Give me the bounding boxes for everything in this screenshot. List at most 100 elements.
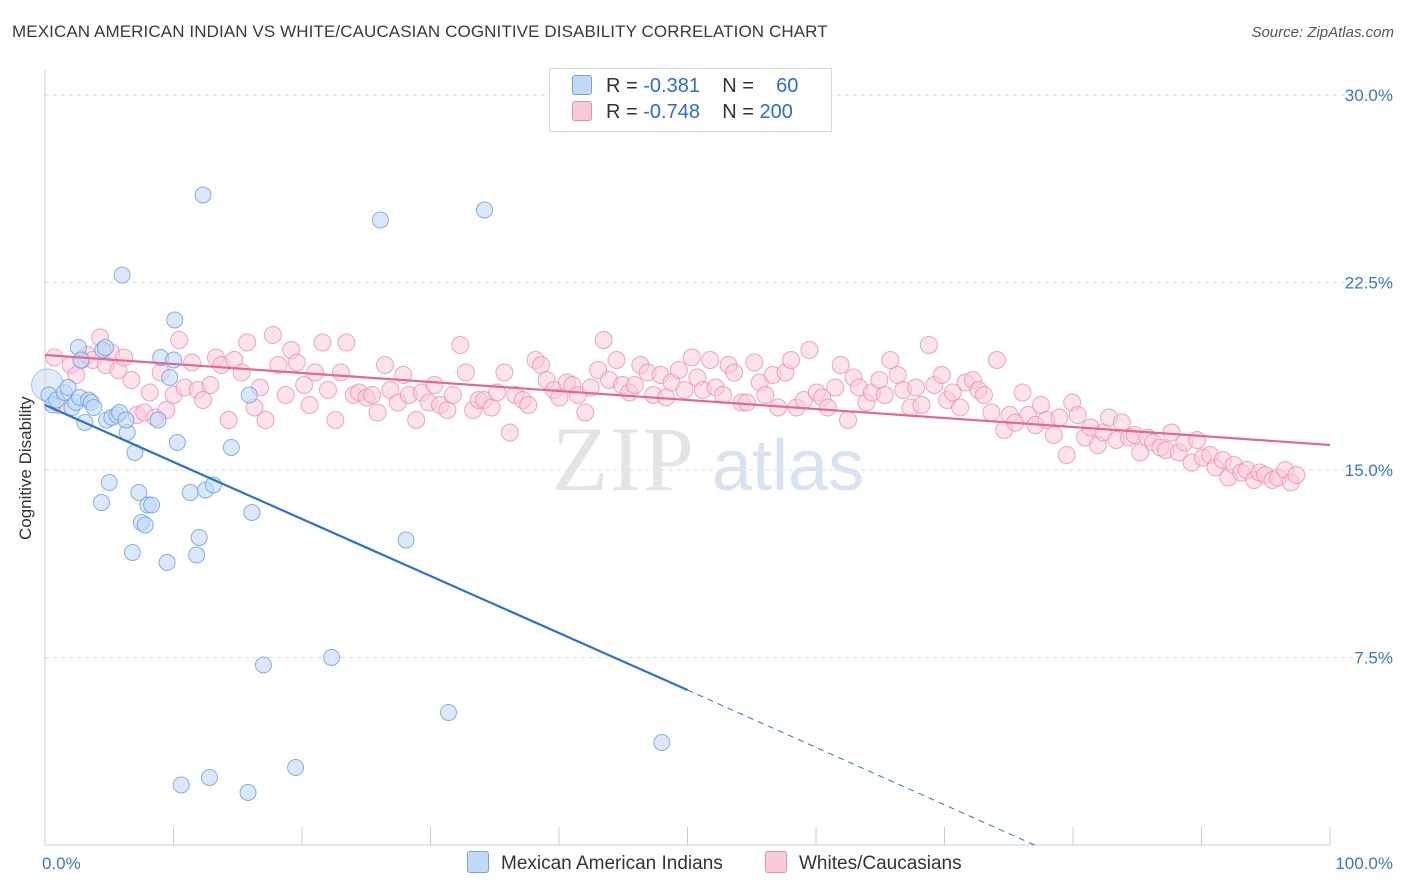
data-point-mexican-american-indians	[96, 339, 114, 356]
data-point-whites-caucasians	[906, 378, 925, 397]
data-point-whites-caucasians	[238, 333, 257, 352]
data-point-whites-caucasians	[115, 348, 134, 367]
data-point-mexican-american-indians	[117, 411, 135, 429]
data-point-whites-caucasians	[368, 403, 387, 422]
data-point-mexican-american-indians	[123, 544, 141, 561]
data-point-whites-caucasians	[425, 376, 444, 394]
legend-row-blue: R = -0.381 N = 60	[572, 75, 798, 101]
y-tick-label: 7.5%	[1354, 649, 1393, 668]
watermark: ZIP atlas	[552, 408, 864, 510]
legend-label: Whites/Caucasians	[799, 853, 962, 874]
legend-swatch-blue	[467, 851, 489, 873]
r-value: -0.381	[643, 75, 700, 97]
data-point-mexican-american-indians	[200, 769, 218, 786]
data-point-mexican-american-indians	[113, 266, 131, 284]
data-point-whites-caucasians	[826, 378, 845, 397]
data-point-whites-caucasians	[122, 371, 141, 389]
x-tick-label: 100.0%	[1335, 854, 1393, 873]
legend-item-mexican-american-indians: Mexican American Indians	[467, 851, 723, 875]
data-point-whites-caucasians	[594, 331, 613, 349]
data-point-whites-caucasians	[256, 411, 275, 429]
data-point-whites-caucasians	[1057, 446, 1076, 464]
n-label: N =	[722, 101, 754, 123]
data-point-mexican-american-indians	[136, 516, 154, 534]
data-point-whites-caucasians	[745, 353, 764, 372]
data-point-whites-caucasians	[482, 398, 501, 417]
trend-line-whites-caucasians	[44, 353, 1331, 447]
data-point-whites-caucasians	[818, 398, 837, 417]
series-legend: Mexican American Indians Whites/Caucasia…	[0, 851, 1406, 879]
data-point-whites-caucasians	[831, 356, 850, 374]
data-point-whites-caucasians	[519, 396, 538, 414]
data-point-mexican-american-indians	[85, 399, 103, 416]
data-point-whites-caucasians	[682, 348, 701, 367]
data-point-whites-caucasians	[625, 376, 644, 394]
data-point-mexican-american-indians	[323, 649, 341, 666]
data-point-mexican-american-indians	[239, 784, 257, 801]
data-point-whites-caucasians	[201, 376, 220, 394]
data-point-whites-caucasians	[363, 386, 382, 404]
correlation-legend: R = -0.381 N = 60 R = -0.748 N = 200	[549, 68, 832, 132]
data-point-mexican-american-indians	[100, 474, 118, 491]
data-point-mexican-american-indians	[143, 496, 161, 514]
data-point-mexican-american-indians	[165, 351, 182, 369]
data-point-whites-caucasians	[875, 386, 894, 404]
data-point-whites-caucasians	[800, 341, 819, 359]
n-label: N =	[722, 75, 754, 97]
data-point-whites-caucasians	[500, 423, 519, 442]
data-point-whites-caucasians	[140, 383, 159, 402]
legend-label: Mexican American Indians	[501, 853, 723, 874]
n-value: 60	[776, 75, 799, 97]
data-point-whites-caucasians	[932, 366, 951, 384]
data-point-whites-caucasians	[232, 363, 251, 382]
data-point-whites-caucasians	[1031, 396, 1050, 414]
data-point-whites-caucasians	[438, 401, 457, 419]
data-point-whites-caucasians	[456, 363, 475, 382]
data-point-whites-caucasians	[295, 376, 314, 394]
data-point-whites-caucasians	[263, 326, 282, 344]
data-point-whites-caucasians	[1112, 413, 1131, 432]
watermark-atlas: atlas	[712, 426, 864, 506]
data-point-whites-caucasians	[912, 396, 931, 414]
data-point-mexican-american-indians	[222, 439, 240, 456]
legend-item-whites-caucasians: Whites/Caucasians	[765, 851, 962, 875]
data-point-whites-caucasians	[987, 351, 1006, 369]
data-point-whites-caucasians	[1131, 443, 1150, 462]
grid-lines	[45, 94, 1392, 658]
data-point-whites-caucasians	[881, 351, 900, 369]
data-point-whites-caucasians	[1068, 406, 1087, 424]
trend-line-extension	[687, 689, 1035, 846]
data-point-mexican-american-indians	[130, 484, 148, 501]
data-point-whites-caucasians	[714, 386, 733, 404]
data-point-whites-caucasians	[782, 351, 801, 369]
data-point-whites-caucasians	[313, 333, 332, 352]
data-point-whites-caucasians	[183, 353, 202, 372]
r-value: -0.748	[643, 101, 700, 123]
data-point-whites-caucasians	[870, 371, 889, 389]
data-point-mexican-american-indians	[161, 369, 179, 386]
n-value: 200	[759, 101, 793, 123]
data-point-mexican-american-indians	[158, 554, 176, 571]
data-point-whites-caucasians	[287, 353, 306, 372]
data-point-whites-caucasians	[919, 336, 938, 354]
data-point-mexican-american-indians	[397, 531, 415, 549]
data-point-mexican-american-indians	[254, 656, 272, 674]
data-point-mexican-american-indians	[653, 734, 671, 751]
data-point-whites-caucasians	[951, 398, 970, 417]
data-point-mexican-american-indians	[93, 494, 111, 511]
data-point-whites-caucasians	[974, 386, 993, 404]
data-point-mexican-american-indians	[188, 546, 206, 564]
data-point-whites-caucasians	[269, 356, 288, 374]
data-point-whites-caucasians	[982, 403, 1001, 422]
data-point-whites-caucasians	[888, 366, 907, 384]
x-tick-label: 0.0%	[42, 854, 81, 873]
y-tick-label: 22.5%	[1345, 274, 1393, 293]
data-point-whites-caucasians	[407, 411, 426, 429]
watermark-zip: ZIP	[552, 408, 696, 510]
legend-swatch-pink	[765, 851, 787, 873]
legend-swatch-pink	[572, 101, 592, 121]
data-point-whites-caucasians	[488, 383, 507, 402]
series-mexican-american-indians-points	[31, 186, 671, 801]
legend-row-pink: R = -0.748 N = 200	[572, 101, 793, 127]
